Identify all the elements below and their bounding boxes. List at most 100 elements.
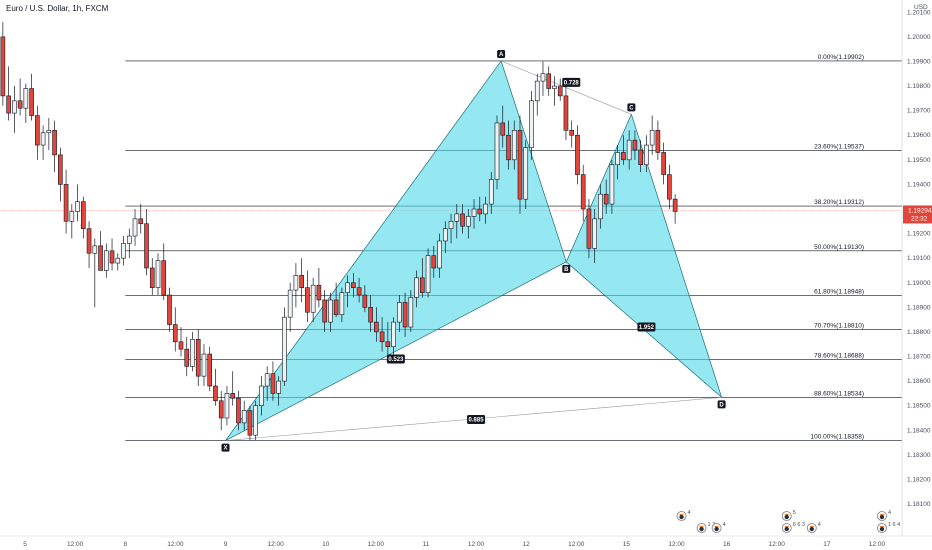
event-icon-dot bbox=[679, 514, 684, 520]
event-icon-dot bbox=[699, 526, 704, 532]
candle bbox=[672, 194, 678, 224]
candle-body-down bbox=[557, 85, 563, 97]
candle-body-down bbox=[402, 302, 408, 328]
candle-body-up bbox=[511, 130, 517, 161]
candle-body-down bbox=[29, 88, 34, 116]
candle bbox=[103, 243, 109, 278]
candle bbox=[534, 73, 540, 116]
candle-body-up bbox=[644, 144, 649, 166]
candle bbox=[201, 344, 207, 387]
x-tick-label: 12:00 bbox=[668, 541, 685, 548]
candle bbox=[253, 400, 258, 441]
event-count: 1 2 bbox=[708, 522, 716, 528]
candle-body-up bbox=[471, 208, 477, 217]
candle bbox=[598, 184, 603, 229]
event-marker[interactable]: 4 bbox=[676, 510, 691, 521]
event-marker[interactable]: 6 6 3 bbox=[781, 522, 805, 533]
candle-body-down bbox=[52, 130, 57, 156]
candle-body-down bbox=[374, 321, 379, 333]
candle-body-down bbox=[149, 267, 155, 288]
candle bbox=[448, 213, 454, 244]
pattern-point-label: B bbox=[564, 267, 569, 273]
candle-body-down bbox=[316, 284, 322, 301]
candle bbox=[241, 400, 247, 431]
event-icon-dot bbox=[879, 514, 885, 520]
price-tag-countdown: 22:32 bbox=[911, 215, 928, 222]
candle bbox=[494, 115, 500, 190]
pattern-ratio: 1.952 bbox=[637, 322, 656, 332]
y-tick-label: 1.18800 bbox=[907, 329, 931, 336]
candle bbox=[465, 208, 471, 239]
candle bbox=[282, 307, 287, 387]
candle bbox=[46, 118, 52, 150]
candle-body-down bbox=[517, 130, 523, 200]
pattern-point-c: C bbox=[627, 103, 636, 112]
event-marker[interactable]: 5 bbox=[781, 510, 796, 521]
pattern-triangle-xab bbox=[225, 60, 567, 441]
y-tick-label: 1.18200 bbox=[907, 476, 931, 483]
candle bbox=[218, 390, 224, 431]
event-marker[interactable]: 4 bbox=[806, 522, 821, 533]
x-tick-label: 15 bbox=[623, 541, 631, 548]
x-tick-label: 5 bbox=[23, 541, 27, 548]
y-tick-label: 1.18300 bbox=[907, 452, 931, 459]
candle-body-up bbox=[397, 302, 402, 323]
candle bbox=[6, 66, 11, 121]
candle-body-up bbox=[552, 85, 557, 89]
candle bbox=[126, 228, 132, 259]
candle-body-down bbox=[632, 139, 638, 151]
candle bbox=[172, 307, 178, 352]
candle-body-up bbox=[132, 218, 138, 237]
y-tick-label: 1.20000 bbox=[907, 34, 931, 41]
pattern-ratio: 0.728 bbox=[562, 77, 581, 87]
candle bbox=[667, 164, 672, 209]
event-markers[interactable]: 4 1 2 4 5 6 6 3 4 4 1 6 4 bbox=[676, 510, 900, 533]
fib-level-label: 23.60%(1.19537) bbox=[814, 144, 864, 151]
candle bbox=[29, 73, 34, 121]
candle-body-up bbox=[12, 100, 17, 114]
candle bbox=[557, 78, 563, 101]
candle-body-up bbox=[328, 299, 333, 323]
event-marker[interactable]: 4 bbox=[877, 510, 891, 521]
event-icon-dot bbox=[714, 526, 719, 532]
event-marker[interactable]: 1 2 bbox=[696, 522, 716, 533]
candle-body-down bbox=[305, 287, 310, 313]
candle-body-up bbox=[483, 203, 488, 215]
candle-body-down bbox=[362, 294, 368, 308]
pattern-labels: X A B C D 0.523 0.728 1.952 0.885 bbox=[221, 49, 726, 452]
candle bbox=[580, 164, 586, 222]
event-marker[interactable]: 1 6 4 bbox=[877, 522, 900, 533]
ratio-label: 1.952 bbox=[639, 325, 655, 331]
x-tick-label: 9 bbox=[224, 541, 228, 548]
y-tick-label: 1.19700 bbox=[907, 108, 931, 115]
candle-body-down bbox=[178, 341, 184, 350]
candle bbox=[454, 204, 460, 239]
event-icon-dot bbox=[784, 526, 789, 532]
event-count: 4 bbox=[818, 522, 821, 528]
candle-body-down bbox=[638, 149, 643, 166]
candle bbox=[661, 142, 666, 185]
candle bbox=[17, 78, 23, 116]
candle-body-up bbox=[465, 216, 471, 227]
candle-body-up bbox=[241, 410, 247, 424]
candle bbox=[81, 196, 86, 239]
candle bbox=[86, 221, 92, 268]
event-icon-dot bbox=[809, 526, 814, 532]
candle-body-down bbox=[506, 134, 511, 161]
candle-body-down bbox=[477, 208, 483, 215]
candle bbox=[540, 61, 546, 96]
candle bbox=[442, 221, 448, 254]
pattern-triangle-bcd bbox=[565, 113, 723, 399]
candle-body-down bbox=[368, 307, 373, 323]
candle-body-up bbox=[454, 213, 460, 222]
pattern-point-label: X bbox=[223, 446, 227, 452]
candle-body-down bbox=[161, 260, 167, 296]
event-marker[interactable]: 4 bbox=[711, 522, 726, 533]
candle-body-up bbox=[494, 122, 500, 180]
candle bbox=[149, 258, 155, 296]
candle bbox=[649, 115, 655, 155]
candle-body-down bbox=[661, 152, 666, 175]
x-tick-label: 11 bbox=[423, 541, 430, 548]
candle-body-up bbox=[339, 292, 345, 316]
